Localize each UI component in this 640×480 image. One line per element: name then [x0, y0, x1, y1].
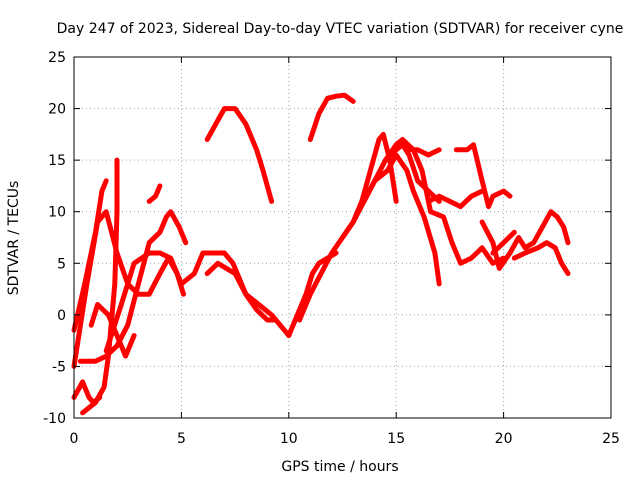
series-sat-c — [77, 209, 189, 364]
series-sat-o — [361, 152, 442, 287]
x-tick-label: 25 — [602, 431, 620, 447]
x-tick-label: 5 — [177, 431, 186, 447]
y-tick-label: 0 — [57, 308, 66, 324]
series-sat-s — [453, 142, 513, 210]
y-tick-label: 5 — [57, 256, 66, 272]
y-axis-label: SDTVAR / TECUs — [6, 181, 22, 296]
x-tick-label: 20 — [495, 431, 513, 447]
series-sat-q — [404, 147, 442, 158]
plot-frame — [73, 56, 612, 419]
grid — [74, 57, 611, 418]
y-tick-label: 25 — [48, 50, 66, 66]
y-tick-label: -5 — [52, 359, 66, 375]
series-sat-i — [204, 260, 292, 338]
y-tick-label: 20 — [48, 102, 66, 118]
series-layer — [71, 92, 571, 416]
series-sat-j — [204, 106, 275, 204]
series-sat-v — [490, 229, 517, 256]
series-sat-u — [511, 240, 571, 277]
y-tick-label: 15 — [48, 153, 66, 169]
x-tick-label: 0 — [70, 431, 79, 447]
series-sat-m — [307, 92, 356, 142]
x-tick-label: 15 — [387, 431, 405, 447]
y-tick-label: 10 — [48, 205, 66, 221]
series-sat-e — [80, 157, 120, 416]
chart-title: Day 247 of 2023, Sidereal Day-to-day VTE… — [57, 21, 624, 37]
series-sat-g — [103, 250, 277, 354]
x-axis-label: GPS time / hours — [281, 459, 398, 475]
series-sat-h — [146, 183, 163, 204]
y-tick-label: -10 — [43, 411, 66, 427]
x-tick-label: 10 — [280, 431, 298, 447]
ticks: 0 5 10 15 20 25 -10 -5 0 5 10 15 20 25 — [43, 50, 620, 447]
series-sat-r — [425, 188, 485, 210]
series-sat-p — [383, 137, 507, 266]
series-sat-t — [479, 209, 571, 271]
